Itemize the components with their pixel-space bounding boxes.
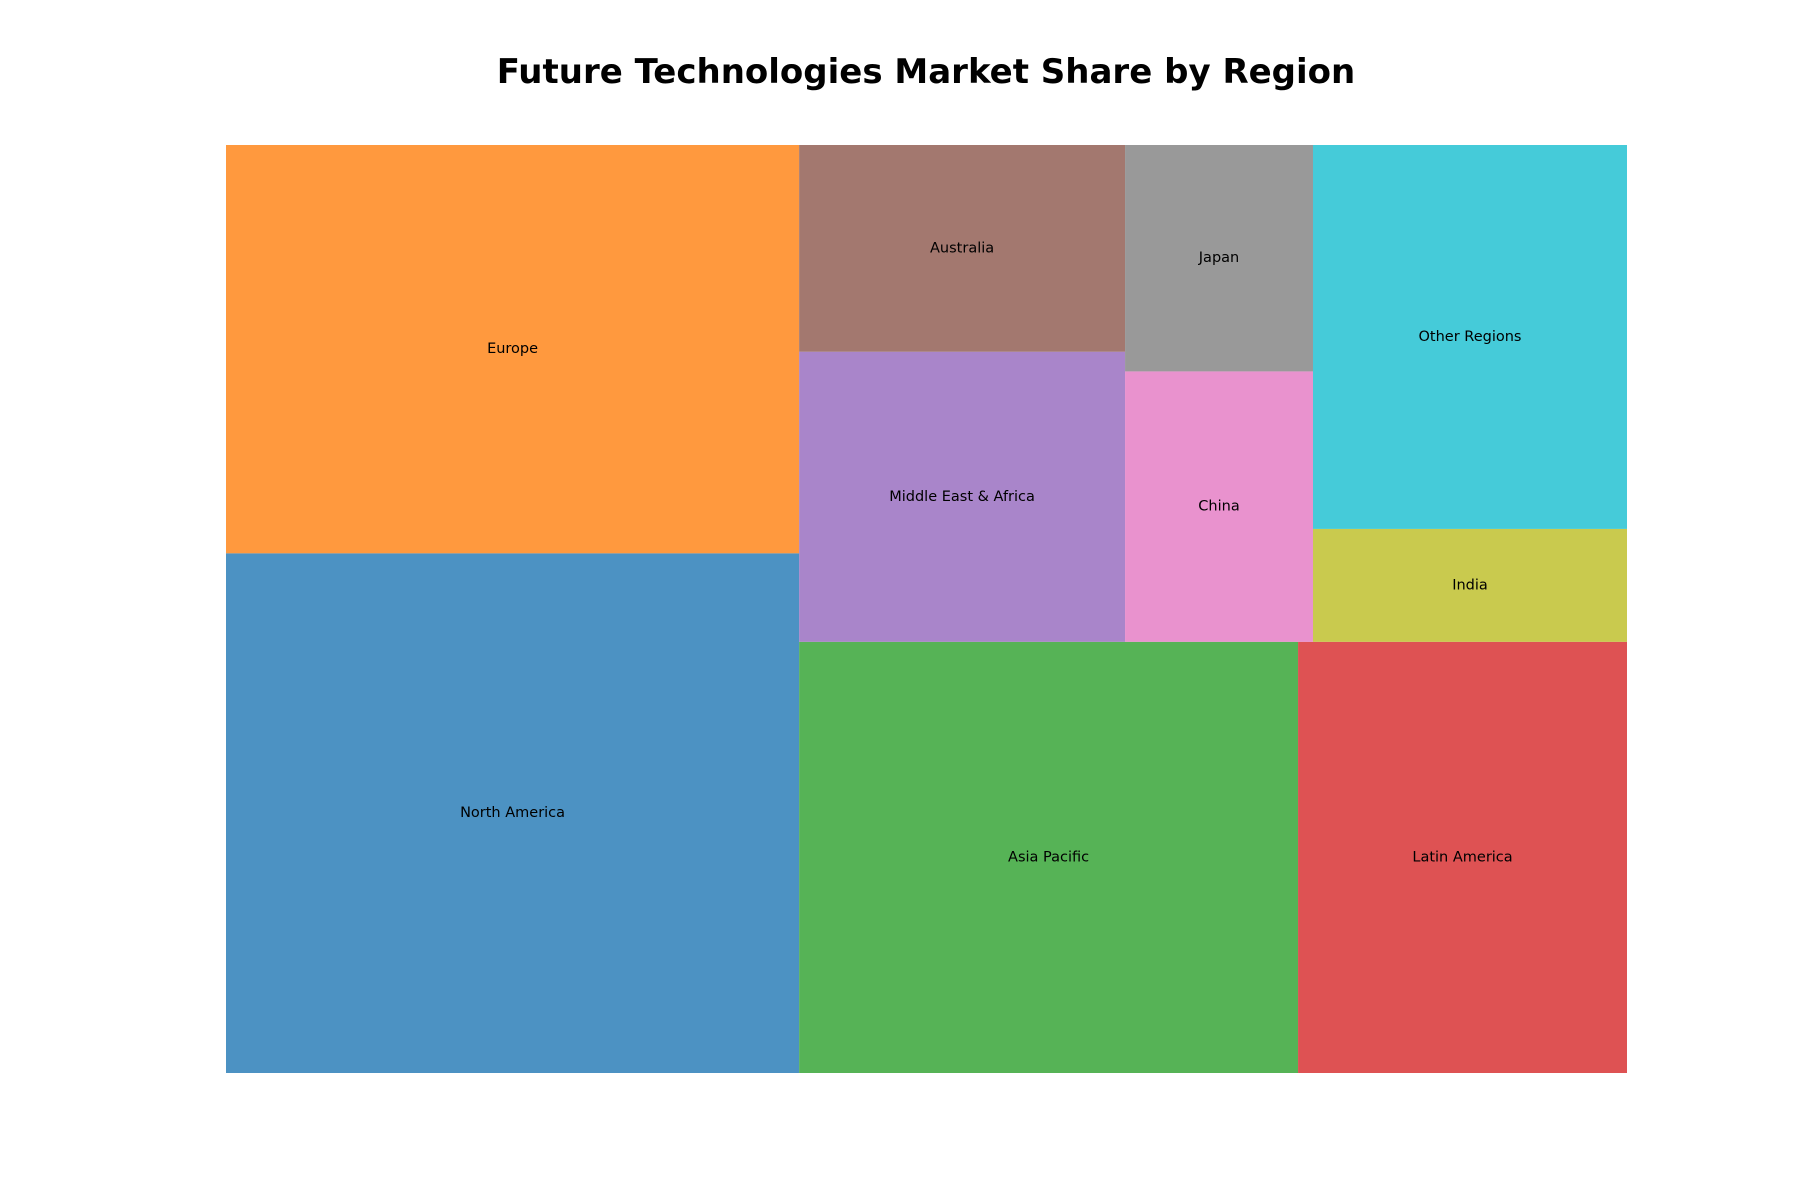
tile-label-china: China (1198, 499, 1239, 515)
tile-label-other-regions: Other Regions (1418, 329, 1521, 345)
tile-label-north-america: North America (460, 805, 565, 821)
tile-middle-east-and-africa (799, 351, 1126, 642)
tile-label-japan: Japan (1198, 250, 1239, 266)
tile-asia-pacific (799, 641, 1299, 1073)
tile-japan (1125, 145, 1313, 372)
tile-india (1312, 528, 1627, 642)
tile-label-latin-america: Latin America (1412, 849, 1512, 865)
treemap-labels: North America Europe Asia Pacific Latin Ame… (460, 240, 1521, 865)
chart-title: Future Technologies Market Share by Regi… (496, 52, 1356, 92)
tile-other-regions (1312, 145, 1627, 529)
tile-australia (799, 145, 1126, 352)
tile-label-europe: Europe (487, 341, 538, 357)
tile-europe (226, 145, 800, 554)
tile-china (1125, 371, 1313, 642)
tile-label-asia-pacific: Asia Pacific (1008, 849, 1089, 865)
tile-north-america (226, 553, 800, 1073)
tile-label-australia: Australia (930, 240, 994, 256)
treemap-tiles (226, 145, 1627, 1073)
tile-latin-america (1298, 641, 1627, 1073)
tile-label-india: India (1452, 577, 1488, 593)
tile-label-middle-east-and-africa: Middle East & Africa (889, 489, 1035, 505)
